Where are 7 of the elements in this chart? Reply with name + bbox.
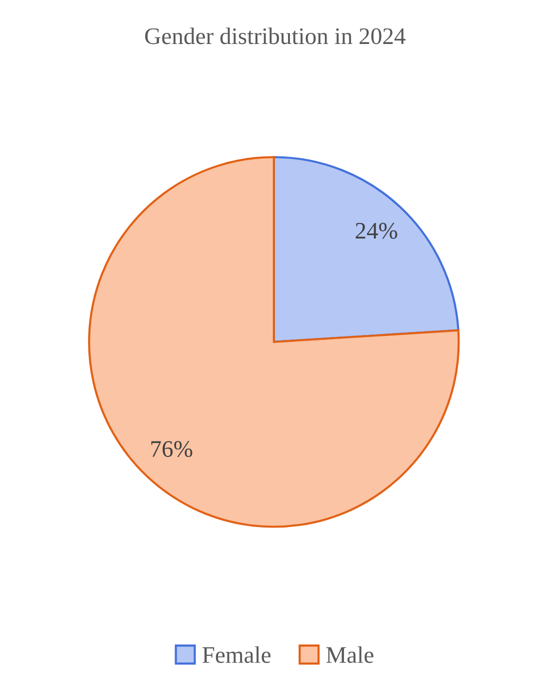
data-label: 24%	[356, 222, 398, 239]
pie-slice	[272, 156, 460, 343]
data-label: 76%	[151, 441, 192, 458]
pie-slice	[88, 156, 460, 528]
legend-label: Female	[202, 646, 271, 663]
legend-label: Male	[326, 646, 374, 663]
chart-title: Gender distribution in 2024	[145, 28, 406, 44]
